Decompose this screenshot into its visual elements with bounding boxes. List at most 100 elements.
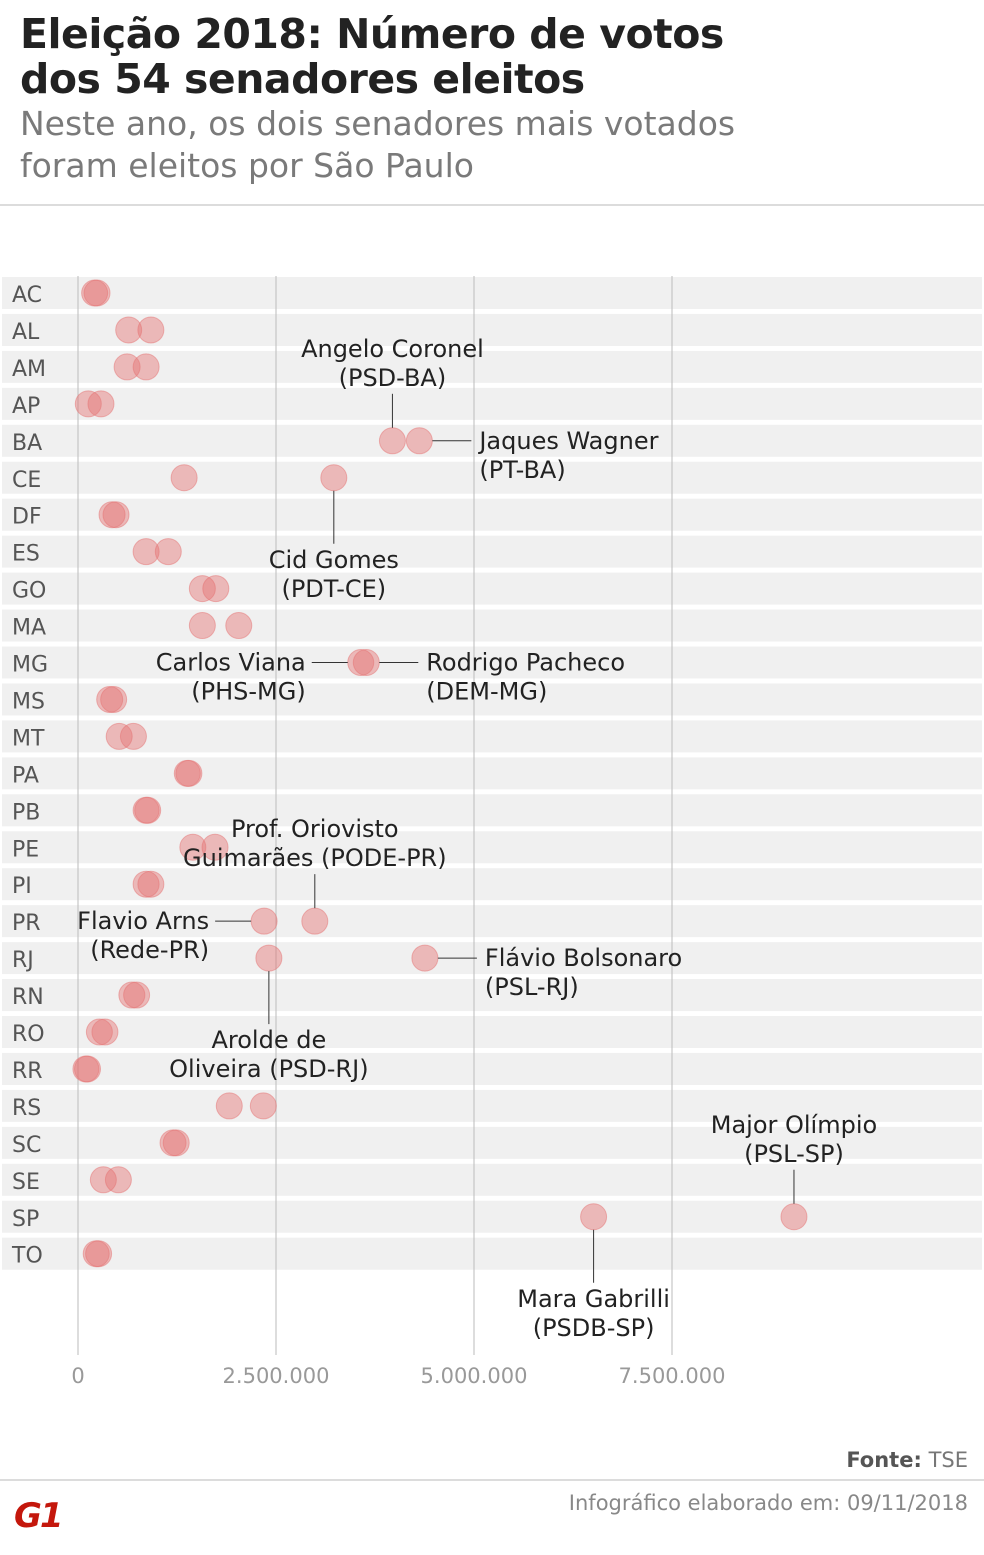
state-label: AP <box>12 394 40 419</box>
chart-title: Eleição 2018: Número de votos dos 54 sen… <box>20 12 970 102</box>
annotation-label: Jaques Wagner <box>477 427 658 455</box>
data-point <box>137 870 165 898</box>
row-band <box>2 646 982 679</box>
data-point <box>378 427 406 455</box>
data-point <box>780 1203 808 1231</box>
annotation-label: Major Olímpio <box>711 1111 877 1139</box>
state-label: PR <box>12 911 41 936</box>
data-point <box>102 501 130 529</box>
data-point <box>154 538 182 566</box>
footer-divider <box>0 1479 984 1481</box>
data-point <box>201 833 229 861</box>
data-point <box>85 1240 113 1268</box>
row-band <box>2 535 982 568</box>
row-band <box>2 1089 982 1122</box>
x-tick-label: 2.500.000 <box>223 1364 330 1388</box>
row-band <box>2 720 982 753</box>
data-point <box>119 722 147 750</box>
data-point <box>215 1092 243 1120</box>
row-band <box>2 387 982 420</box>
source-label: Fonte: <box>846 1448 922 1472</box>
x-axis-ticks: 0 2.500.000 5.000.000 7.500.000 <box>71 1364 725 1388</box>
data-point <box>113 353 141 381</box>
annotation-label: Angelo Coronel <box>301 335 484 363</box>
state-label: AM <box>12 357 46 382</box>
data-point <box>89 1166 117 1194</box>
data-point <box>249 1092 277 1120</box>
data-point <box>162 1129 190 1157</box>
title-line-2: dos 54 senadores eleitos <box>20 55 585 103</box>
row-band <box>2 498 982 531</box>
annotation-label: Carlos Viana <box>156 649 306 677</box>
row-band <box>2 868 982 901</box>
annotation-label: (PHS-MG) <box>191 678 305 706</box>
row-band <box>2 1016 982 1048</box>
annotation-label: (PSDB-SP) <box>533 1314 655 1342</box>
row-band <box>2 1237 982 1270</box>
x-tick-label: 0 <box>71 1364 84 1388</box>
state-label: SC <box>12 1133 41 1158</box>
data-point <box>580 1203 608 1231</box>
state-label: BA <box>12 431 42 456</box>
source-note: Fonte: TSE <box>846 1448 968 1472</box>
data-point <box>98 501 126 529</box>
subtitle-line-2: foram eleitos por São Paulo <box>20 146 474 185</box>
state-label: MG <box>12 653 48 678</box>
data-point <box>320 464 348 492</box>
data-point <box>83 279 111 307</box>
row-band <box>2 572 982 605</box>
credit-note: Infográfico elaborado em: 09/11/2018 <box>568 1491 968 1515</box>
row-band <box>2 757 982 790</box>
row-band <box>2 831 982 864</box>
chart-subtitle: Neste ano, os dois senadores mais votado… <box>20 103 970 187</box>
row-band <box>2 905 982 938</box>
row-band <box>2 350 982 383</box>
annotation-label: (PSD-BA) <box>339 364 447 392</box>
state-label: PA <box>12 763 39 788</box>
annotation-label: (PT-BA) <box>479 456 565 484</box>
x-tick-label: 7.500.000 <box>619 1364 726 1388</box>
row-band <box>2 461 982 494</box>
data-point <box>411 944 439 972</box>
data-point <box>175 759 203 787</box>
data-points <box>72 279 808 1268</box>
row-band <box>2 313 982 346</box>
annotation-label: (Rede-PR) <box>90 936 209 964</box>
data-point <box>137 316 165 344</box>
data-point <box>188 612 216 640</box>
data-point <box>85 1018 113 1046</box>
state-label: PB <box>12 800 40 825</box>
data-point <box>132 353 160 381</box>
data-point <box>250 907 278 935</box>
state-label: PE <box>12 837 39 862</box>
annotation-label: Prof. Oriovisto <box>231 815 399 843</box>
data-point <box>91 1018 119 1046</box>
state-label: RO <box>12 1022 45 1047</box>
annotation-label: Arolde de <box>211 1026 326 1054</box>
state-label: MS <box>12 689 45 714</box>
dot-plot-chart: AC AL AM AP BA CE DF ES GO MA MG MS MT PA PB PE PI PR RJ RN… <box>2 276 982 1388</box>
annotations: Angelo Coronel(PSD-BA) Jaques Wagner(PT-B… <box>77 335 877 1342</box>
annotation-label: Oliveira (PSD-RJ) <box>169 1055 368 1083</box>
annotation-label: Rodrigo Pacheco <box>426 649 625 677</box>
source-value: TSE <box>928 1448 968 1472</box>
state-label: AL <box>12 320 40 345</box>
data-point <box>123 981 151 1009</box>
data-point <box>74 1055 102 1083</box>
data-point <box>105 722 133 750</box>
data-point <box>352 649 380 676</box>
row-band <box>2 277 982 309</box>
state-label: RR <box>12 1059 43 1084</box>
annotation-label: (PSL-RJ) <box>485 973 579 1001</box>
annotation-label: (DEM-MG) <box>426 678 547 706</box>
state-label: AC <box>12 283 42 308</box>
annotation-label: Flávio Bolsonaro <box>485 944 682 972</box>
state-labels: AC AL AM AP BA CE DF ES GO MA MG MS MT PA PB PE PI PR RJ RN… <box>11 283 48 1269</box>
row-band <box>2 1163 982 1196</box>
x-tick-label: 5.000.000 <box>421 1364 528 1388</box>
state-label: TO <box>11 1244 43 1269</box>
state-label: CE <box>12 468 41 493</box>
data-point <box>170 464 198 492</box>
data-point <box>96 685 124 713</box>
subtitle-line-1: Neste ano, os dois senadores mais votado… <box>20 104 736 143</box>
